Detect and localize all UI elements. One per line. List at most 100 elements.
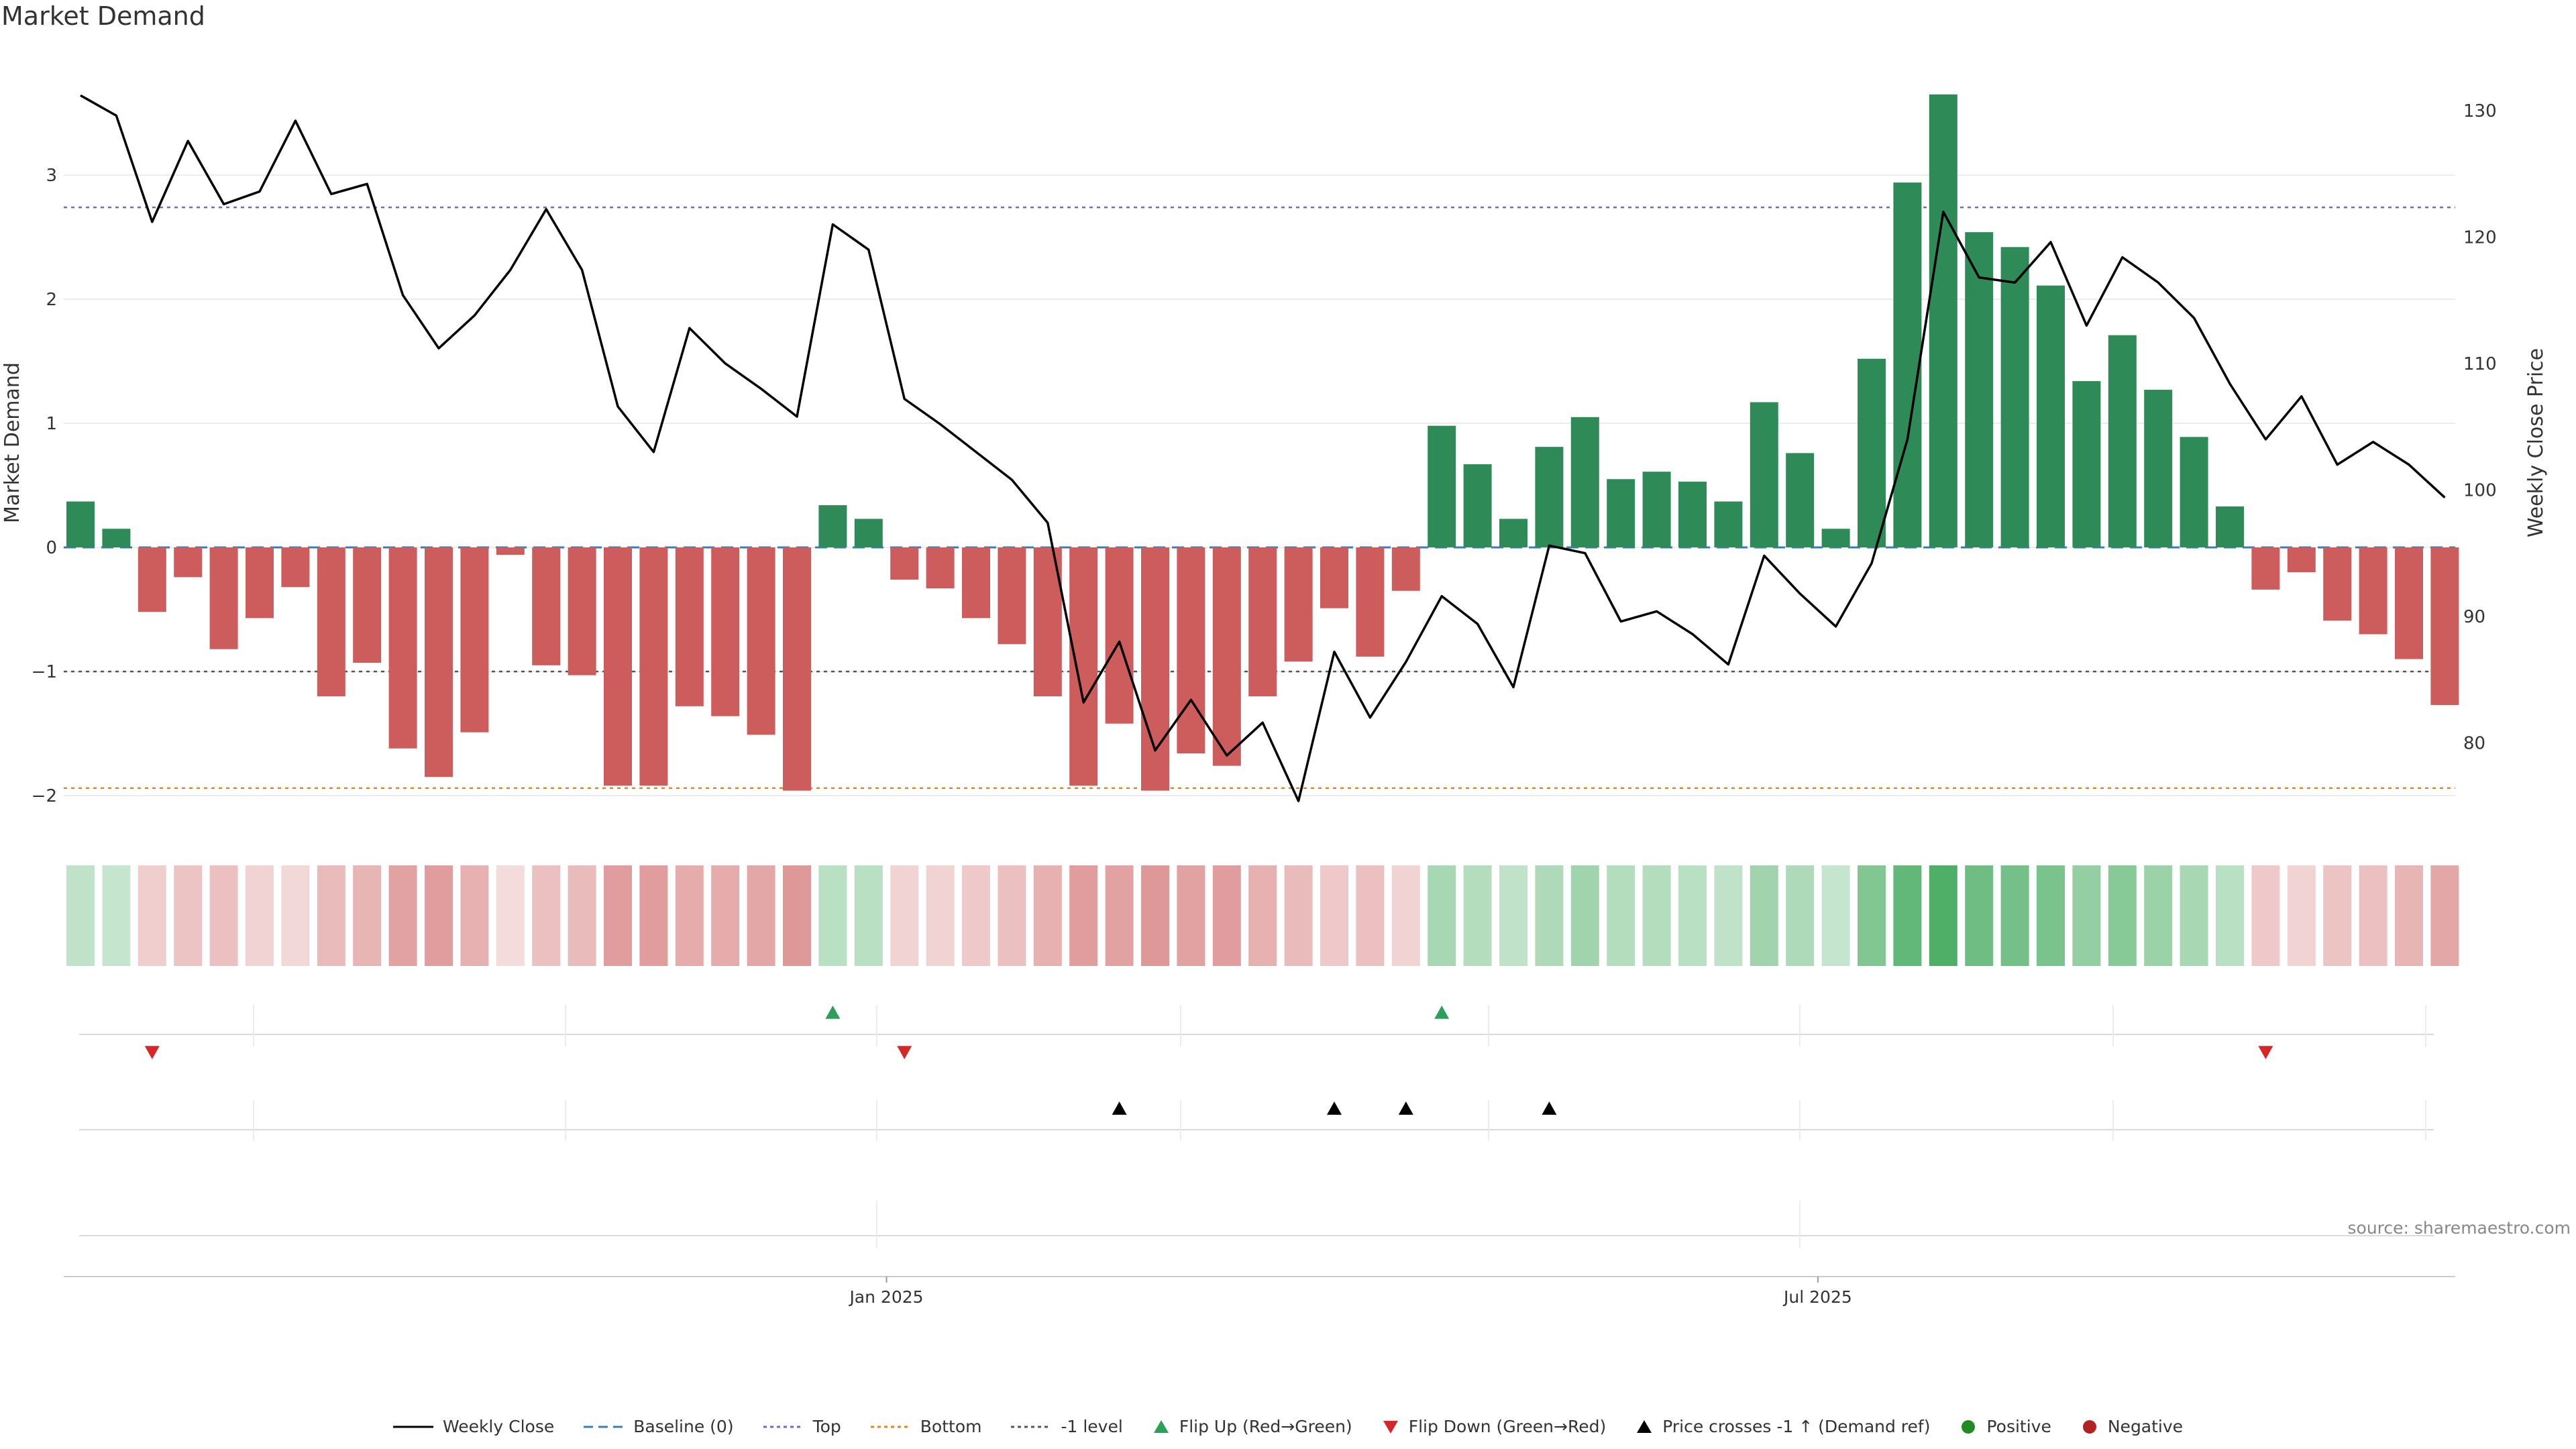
demand-bar xyxy=(1212,547,1241,766)
intensity-cell xyxy=(2216,865,2244,966)
y-tick-label: 0 xyxy=(46,538,57,558)
y2-tick-label: 90 xyxy=(2463,607,2485,627)
y-tick-label: −2 xyxy=(32,786,57,806)
intensity-cell xyxy=(1212,865,1241,966)
demand-bar xyxy=(353,547,382,663)
demand-bar xyxy=(747,547,775,735)
intensity-cell xyxy=(1284,865,1313,966)
legend-label: Bottom xyxy=(920,1417,982,1436)
intensity-cell xyxy=(1786,865,1815,966)
intensity-cell xyxy=(2430,865,2459,966)
legend-item: -1 level xyxy=(1011,1417,1123,1436)
intensity-cell xyxy=(1607,865,1635,966)
demand-bar xyxy=(711,547,740,716)
legend-swatch xyxy=(1637,1419,1652,1433)
demand-bar xyxy=(1965,232,1994,547)
intensity-cell xyxy=(2180,865,2208,966)
y-axis-title: Market Demand xyxy=(1,362,24,523)
demand-bar xyxy=(2000,247,2029,547)
intensity-cell xyxy=(639,865,668,966)
legend-label: Negative xyxy=(2107,1417,2184,1436)
legend-item: Flip Down (Green→Red) xyxy=(1382,1417,1606,1436)
intensity-cell xyxy=(675,865,704,966)
demand-bar xyxy=(1607,479,1635,547)
intensity-cell xyxy=(2395,865,2423,966)
y2-tick-label: 80 xyxy=(2463,733,2485,753)
demand-bar xyxy=(1105,547,1134,724)
intensity-cell xyxy=(496,865,525,966)
legend-item: Positive xyxy=(1960,1417,2051,1436)
legend-label: Flip Up (Red→Green) xyxy=(1179,1417,1352,1436)
legend-label: Top xyxy=(812,1417,841,1436)
legend-item: Top xyxy=(763,1417,841,1436)
demand-bar xyxy=(174,547,203,578)
intensity-cell xyxy=(1105,865,1134,966)
x-tick-label: Jul 2025 xyxy=(1782,1287,1852,1307)
price-cross-marker xyxy=(1112,1102,1127,1115)
y2-tick-label: 130 xyxy=(2463,101,2497,121)
intensity-cell xyxy=(2000,865,2029,966)
intensity-cell xyxy=(926,865,955,966)
demand-bar xyxy=(818,505,847,547)
intensity-cell xyxy=(711,865,740,966)
demand-bar xyxy=(1248,547,1277,696)
demand-bar xyxy=(998,547,1026,645)
event-markers xyxy=(79,1005,2434,1248)
intensity-cell xyxy=(1356,865,1385,966)
intensity-cell xyxy=(2323,865,2352,966)
price-cross-marker xyxy=(1542,1102,1557,1115)
demand-bar xyxy=(1714,501,1743,547)
intensity-strip xyxy=(66,865,2459,966)
demand-bar xyxy=(1642,472,1671,547)
demand-bar xyxy=(1786,453,1815,547)
y2-tick-label: 120 xyxy=(2463,227,2497,248)
demand-bar xyxy=(460,547,489,733)
intensity-cell xyxy=(818,865,847,966)
legend-item: Weekly Close xyxy=(392,1417,555,1436)
axes: −2 −1 0 1 2 3 80 90 100 110 120 130 Market Demand Wee… xyxy=(1,101,2548,806)
legend-item: Price crosses -1 ↑ (Demand ref) xyxy=(1635,1417,1930,1436)
legend: Weekly Close Baseline (0) Top Bottom -1 leve… xyxy=(0,1417,2576,1436)
demand-bar xyxy=(2144,390,2173,547)
demand-bar xyxy=(1320,547,1348,608)
demand-bar xyxy=(1821,529,1850,547)
intensity-cell xyxy=(425,865,453,966)
intensity-cell xyxy=(1965,865,1994,966)
intensity-cell xyxy=(66,865,95,966)
demand-bar xyxy=(2395,547,2423,659)
demand-bar xyxy=(1499,519,1527,547)
flip-down-marker xyxy=(897,1046,912,1059)
legend-swatch xyxy=(392,1426,433,1428)
intensity-cell xyxy=(317,865,345,966)
intensity-cell xyxy=(1821,865,1850,966)
y-tick-label: 1 xyxy=(46,414,57,434)
legend-label: Price crosses -1 ↑ (Demand ref) xyxy=(1662,1417,1931,1436)
demand-bar xyxy=(1929,94,1957,547)
legend-label: Positive xyxy=(1986,1417,2051,1436)
intensity-cell xyxy=(2108,865,2137,966)
demand-bar xyxy=(2251,547,2280,590)
demand-bar xyxy=(1858,358,1886,547)
demand-bar xyxy=(1356,547,1385,657)
intensity-cell xyxy=(1463,865,1492,966)
demand-bar xyxy=(1893,182,1922,548)
source-note: source: sharemaestro.com xyxy=(2347,1218,2571,1238)
legend-label: Weekly Close xyxy=(442,1417,555,1436)
demand-bar xyxy=(2430,547,2459,705)
demand-bar xyxy=(496,547,525,555)
y2-tick-label: 110 xyxy=(2463,354,2497,374)
demand-bar xyxy=(2180,437,2208,547)
intensity-cell xyxy=(962,865,990,966)
demand-bar xyxy=(926,547,955,589)
intensity-cell xyxy=(1893,865,1922,966)
intensity-cell xyxy=(1320,865,1348,966)
intensity-cell xyxy=(998,865,1026,966)
intensity-cell xyxy=(1858,865,1886,966)
x-axis: Jan 2025 Jul 2025 xyxy=(64,1276,2455,1307)
price-cross-marker xyxy=(1398,1102,1413,1115)
flip-up-marker xyxy=(1434,1006,1450,1019)
demand-bar xyxy=(2287,547,2316,572)
demand-bars xyxy=(66,94,2459,791)
demand-bar xyxy=(1750,402,1778,547)
